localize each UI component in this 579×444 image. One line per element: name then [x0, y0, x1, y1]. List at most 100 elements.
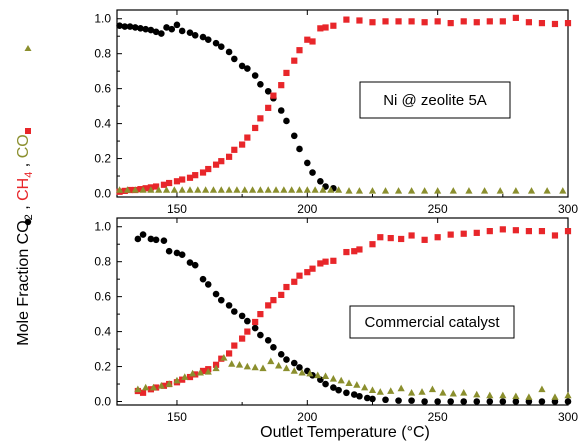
co-point	[418, 388, 426, 395]
co2-point	[283, 356, 290, 363]
ch4-point	[382, 18, 389, 25]
ch4-point	[199, 169, 207, 176]
plot-frame	[116, 217, 569, 406]
co2-point	[173, 249, 181, 257]
ch4-point	[121, 187, 128, 194]
co-point	[473, 390, 481, 398]
ch4-point	[270, 297, 277, 304]
ch4-point	[304, 269, 311, 276]
co2-point	[251, 72, 259, 79]
ch4-point	[225, 153, 233, 160]
x-tick-label: 150	[167, 410, 187, 424]
co2-point	[225, 302, 233, 309]
ch4-point	[330, 257, 337, 264]
co-point	[202, 186, 210, 193]
co2-point	[163, 24, 170, 31]
co2-point	[363, 394, 371, 402]
ch4-point	[486, 228, 493, 235]
co-point	[241, 186, 249, 193]
y-tick-label: 0.0	[94, 395, 111, 409]
co2-point	[264, 337, 272, 344]
legend-marker-co2	[24, 218, 32, 226]
co-point	[525, 393, 533, 400]
co-point	[480, 187, 489, 194]
co2-point	[460, 398, 468, 405]
co-point	[149, 383, 158, 391]
co-point	[251, 363, 259, 371]
co-point	[290, 367, 298, 374]
co2-point	[473, 398, 481, 405]
x-tick-label: 200	[297, 410, 317, 424]
annotation-label: Ni @ zeolite 5A	[383, 92, 487, 109]
ch4-point	[356, 17, 363, 24]
series-ch4	[116, 14, 572, 195]
co2-point	[116, 22, 123, 30]
x-tick-label: 300	[558, 202, 578, 216]
co2-point	[343, 389, 350, 397]
ch4-point	[179, 176, 186, 183]
co-point	[225, 186, 233, 193]
co-point	[275, 361, 283, 369]
x-tick-label: 250	[428, 202, 448, 216]
co-point	[465, 187, 473, 194]
co-point	[321, 372, 330, 379]
ch4-point	[538, 20, 546, 27]
co2-point	[217, 296, 225, 304]
co-point	[147, 186, 155, 193]
co-point	[496, 187, 504, 194]
co2-point	[204, 281, 212, 288]
ch4-point	[317, 25, 324, 32]
legend-marker-ch4	[25, 128, 31, 134]
ch4-point	[291, 278, 298, 285]
panel-bottom: 150 200 250 300 0.0 0.2 0.4 0.6 0.8 1.0 Commercial…	[94, 217, 578, 424]
plot-frame	[116, 9, 569, 198]
co2-point	[158, 30, 165, 37]
ch4-point	[252, 318, 259, 326]
ch4-point	[322, 24, 329, 31]
co-point	[368, 386, 377, 393]
co-point	[233, 186, 241, 193]
ch4-point	[343, 248, 350, 256]
ch4-point	[564, 20, 572, 27]
co-point	[186, 186, 194, 193]
co2-point	[283, 117, 290, 125]
co-point	[345, 187, 353, 194]
co2-point	[238, 312, 246, 320]
co-point	[327, 186, 335, 193]
co-point	[428, 385, 437, 393]
y-label-ch4: CH	[15, 178, 32, 201]
co2-point	[191, 32, 199, 39]
ch4-point	[239, 141, 246, 148]
co2-point	[296, 364, 303, 371]
co-point	[407, 187, 416, 194]
co-point	[303, 186, 311, 193]
co2-point	[421, 398, 428, 405]
ch4-point	[186, 174, 194, 181]
ch4-point	[153, 384, 160, 391]
ch4-point	[257, 115, 264, 122]
co2-point	[134, 235, 142, 243]
co2-point	[277, 107, 285, 114]
co-point	[267, 357, 275, 365]
co-point	[337, 376, 345, 384]
co2-point	[199, 275, 207, 283]
ch4-point	[296, 47, 303, 54]
co-point	[298, 368, 306, 376]
ch4-point	[447, 20, 454, 27]
ch4-point	[398, 235, 405, 243]
ch4-point	[173, 178, 181, 185]
ch4-point	[421, 19, 428, 26]
co-point	[387, 387, 395, 394]
y-label-sep2: ,	[15, 158, 32, 171]
ch4-point	[160, 181, 168, 188]
co2-point	[330, 384, 337, 391]
co2-point	[204, 36, 212, 44]
ch4-point	[218, 355, 225, 362]
y-tick-label: 0.8	[94, 47, 111, 61]
ch4-point	[278, 291, 285, 298]
co-point	[139, 186, 147, 193]
ch4-point	[153, 183, 160, 190]
co2-point	[212, 290, 220, 298]
co2-point	[350, 391, 358, 398]
